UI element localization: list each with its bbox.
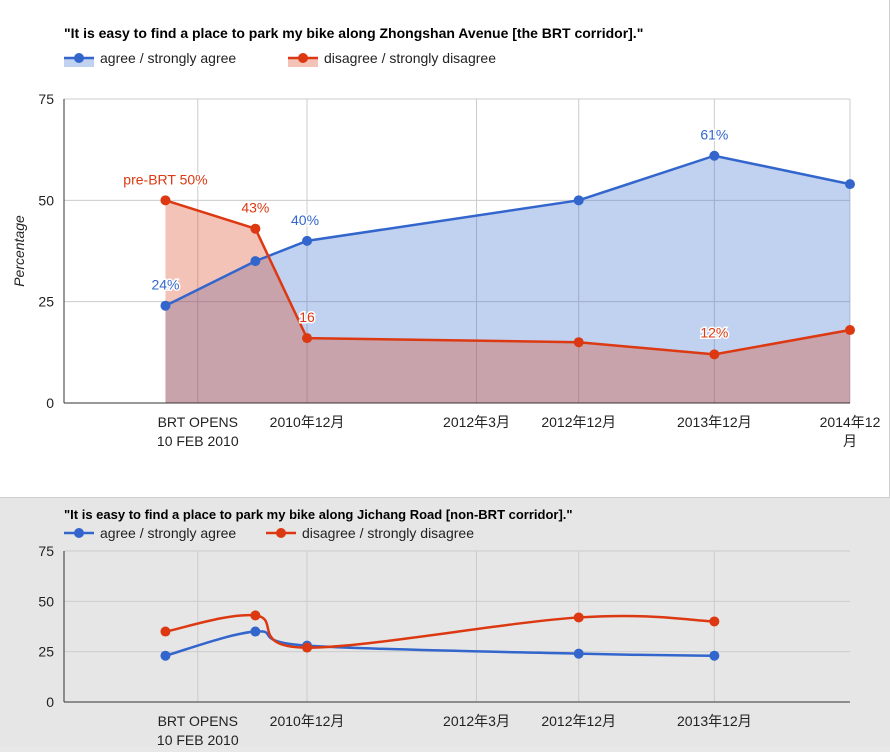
data-point xyxy=(845,325,855,336)
x-tick-label: 2013年12月 xyxy=(677,414,752,430)
data-label: 24% xyxy=(151,277,179,293)
legend-swatch-dot xyxy=(74,528,84,538)
x-tick-label: 2012年12月 xyxy=(541,414,616,430)
legend-label: agree / strongly agree xyxy=(100,50,236,66)
y-tick-label: 50 xyxy=(38,593,54,609)
data-point xyxy=(250,256,261,267)
x-tick-label: 10 FEB 2010 xyxy=(157,732,239,747)
data-label: 16 xyxy=(299,309,315,325)
data-point xyxy=(302,333,313,344)
series-area-0 xyxy=(165,155,850,403)
legend-swatch-dot xyxy=(276,528,286,538)
y-tick-label: 0 xyxy=(46,694,54,710)
data-point xyxy=(573,195,584,206)
data-point xyxy=(160,626,171,637)
legend-item-0: agree / strongly agree xyxy=(64,50,236,67)
x-tick-label: BRT OPENS xyxy=(158,713,238,729)
data-point xyxy=(250,223,261,234)
data-point xyxy=(573,612,584,623)
x-tick-label: 2010年12月 xyxy=(270,713,345,729)
chart-title: "It is easy to find a place to park my b… xyxy=(64,507,573,522)
y-tick-label: 75 xyxy=(38,543,54,559)
data-point xyxy=(160,195,171,206)
legend-swatch-dot xyxy=(298,53,308,63)
data-label: 12% xyxy=(700,324,728,340)
data-point xyxy=(709,650,720,661)
series-line-0 xyxy=(165,630,715,657)
jichang-line-chart: "It is easy to find a place to park my b… xyxy=(38,507,850,748)
data-point xyxy=(250,626,261,637)
x-tick-label: 2013年12月 xyxy=(677,713,752,729)
legend-label: disagree / strongly disagree xyxy=(302,525,474,541)
x-tick-label: 2014年12 xyxy=(820,414,881,430)
x-tick-label: 2012年3月 xyxy=(443,414,510,430)
series-line-1 xyxy=(165,613,715,649)
data-point xyxy=(302,235,313,246)
y-tick-label: 25 xyxy=(38,644,54,660)
zhongshan-area-chart: "It is easy to find a place to park my b… xyxy=(11,25,881,449)
data-label: 61% xyxy=(700,127,728,143)
y-tick-label: 50 xyxy=(38,192,54,208)
data-point xyxy=(709,150,720,161)
legend-swatch-dot xyxy=(74,53,84,63)
jichang-chart-panel: "It is easy to find a place to park my b… xyxy=(0,498,890,748)
data-point xyxy=(160,650,171,661)
x-tick-label: 月 xyxy=(843,433,857,449)
data-point xyxy=(160,300,171,311)
data-point xyxy=(250,610,261,621)
data-point xyxy=(709,349,720,360)
data-label: 40% xyxy=(291,212,319,228)
chart-title: "It is easy to find a place to park my b… xyxy=(64,25,643,41)
x-tick-label: 2012年3月 xyxy=(443,713,510,729)
data-point xyxy=(845,179,855,190)
series-line-1 xyxy=(165,199,851,356)
legend-item-1: disagree / strongly disagree xyxy=(266,525,474,541)
x-tick-label: 2012年12月 xyxy=(541,713,616,729)
x-tick-label: 2010年12月 xyxy=(270,414,345,430)
x-tick-label: 10 FEB 2010 xyxy=(157,433,239,449)
data-label: pre-BRT 50% xyxy=(123,171,207,187)
legend-label: disagree / strongly disagree xyxy=(324,50,496,66)
data-point xyxy=(573,337,584,348)
y-tick-label: 25 xyxy=(38,294,54,310)
y-tick-label: 0 xyxy=(46,395,54,411)
data-point xyxy=(302,642,313,653)
data-label: 43% xyxy=(241,200,269,216)
y-axis-title: Percentage xyxy=(11,215,27,287)
legend-item-1: disagree / strongly disagree xyxy=(288,50,496,67)
legend-label: agree / strongly agree xyxy=(100,525,236,541)
series-line-0 xyxy=(164,154,851,307)
x-tick-label: BRT OPENS xyxy=(158,414,238,430)
legend-item-0: agree / strongly agree xyxy=(64,525,236,541)
data-point xyxy=(573,648,584,659)
zhongshan-chart-panel: "It is easy to find a place to park my b… xyxy=(0,0,890,498)
y-tick-label: 75 xyxy=(38,91,54,107)
data-point xyxy=(709,616,720,627)
